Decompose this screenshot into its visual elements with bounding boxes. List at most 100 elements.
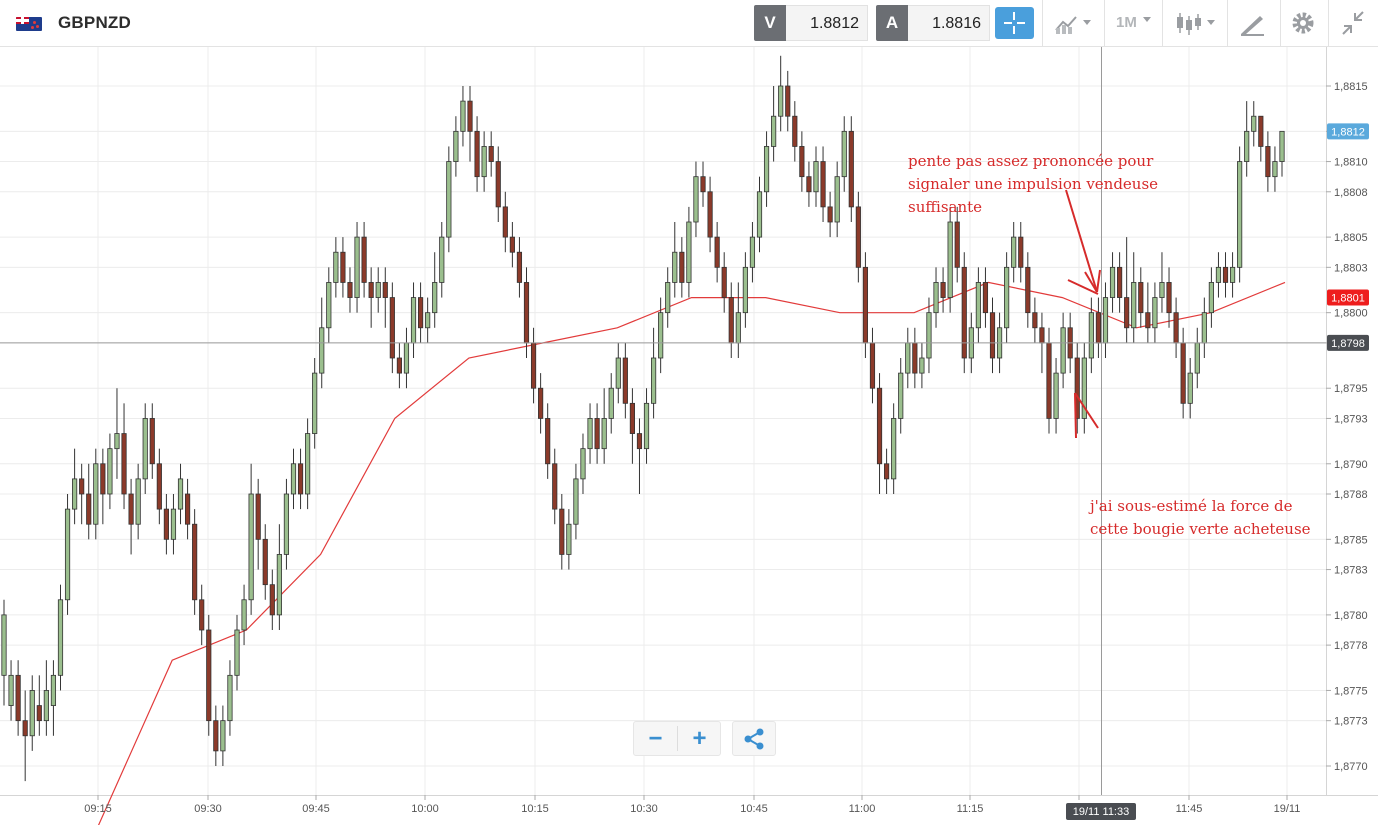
candle bbox=[587, 403, 593, 464]
candle bbox=[1, 599, 7, 706]
candle bbox=[1032, 297, 1038, 343]
candle bbox=[276, 524, 282, 630]
candle bbox=[672, 222, 678, 298]
zoom-out-button[interactable]: − bbox=[648, 725, 663, 752]
candle bbox=[149, 403, 155, 479]
candles-button[interactable] bbox=[1172, 8, 1220, 38]
x-tick-label: 19/11 bbox=[1274, 803, 1301, 815]
candle bbox=[975, 267, 981, 343]
y-tick-label: 1,8778 bbox=[1334, 640, 1368, 652]
y-tick-label: 1,8800 bbox=[1334, 308, 1368, 320]
candle bbox=[742, 252, 748, 328]
x-tick-label: 10:00 bbox=[411, 803, 439, 815]
candle bbox=[64, 494, 71, 615]
candle bbox=[608, 373, 614, 434]
annotation-slope-line-2: signaler une impulsion vendeuse bbox=[908, 175, 1159, 193]
price-chart[interactable]: 1,8815 1,8812 1,8810 1,8808 1,8805 1,8803 1,88… bbox=[0, 47, 1378, 825]
fullscreen-button[interactable] bbox=[1340, 8, 1368, 38]
zoom-in-button[interactable]: + bbox=[692, 725, 707, 752]
candle bbox=[1229, 252, 1236, 298]
candle bbox=[658, 297, 664, 374]
x-tick-label: 09:30 bbox=[194, 803, 222, 815]
candle bbox=[333, 237, 339, 298]
candle bbox=[460, 86, 466, 147]
annotation-candle: j'ai sous-estimé la force de cette bougi… bbox=[1090, 495, 1311, 541]
candle bbox=[368, 267, 374, 328]
candle bbox=[509, 222, 515, 268]
candle bbox=[1053, 358, 1059, 434]
sell-price[interactable]: 1.8812 bbox=[786, 5, 868, 41]
y-tick-label: 1,8815 bbox=[1334, 81, 1368, 93]
x-tick-label: 09:45 bbox=[302, 803, 330, 815]
candle bbox=[855, 191, 861, 283]
candle bbox=[1046, 327, 1052, 434]
candle bbox=[1244, 101, 1250, 177]
candle bbox=[1060, 312, 1066, 389]
candle bbox=[601, 388, 607, 464]
candle bbox=[213, 705, 219, 766]
candle bbox=[163, 494, 169, 555]
candle bbox=[1018, 222, 1024, 283]
candle bbox=[481, 131, 487, 192]
candle bbox=[834, 161, 840, 238]
candle bbox=[573, 463, 579, 540]
fullscreen-icon bbox=[1342, 11, 1364, 35]
candle bbox=[170, 494, 177, 555]
share-button[interactable] bbox=[732, 721, 776, 756]
candle bbox=[954, 206, 960, 283]
settings-button[interactable] bbox=[1290, 8, 1318, 38]
annotation-slope-line-1: pente pas assez prononcée pour bbox=[908, 152, 1154, 170]
candle bbox=[312, 358, 318, 449]
candle bbox=[848, 116, 854, 222]
y-tick-label: 1,8790 bbox=[1334, 459, 1368, 471]
indicators-button[interactable] bbox=[1053, 8, 1098, 38]
candle bbox=[1159, 252, 1165, 313]
candle bbox=[841, 116, 847, 192]
candle bbox=[884, 448, 890, 494]
y-tick-label: 1,8808 bbox=[1334, 187, 1368, 199]
svg-text:1,8812: 1,8812 bbox=[1331, 126, 1365, 138]
candle bbox=[933, 267, 939, 328]
candle bbox=[982, 267, 989, 328]
x-tick-label: 11:15 bbox=[957, 803, 984, 815]
candle bbox=[947, 206, 953, 313]
candle bbox=[721, 252, 727, 313]
candle bbox=[749, 222, 756, 283]
timeframe-button[interactable]: 1M bbox=[1116, 8, 1156, 38]
candle bbox=[100, 448, 106, 525]
candle bbox=[679, 237, 685, 298]
candle bbox=[305, 418, 311, 510]
candle bbox=[799, 131, 805, 192]
candle bbox=[1081, 342, 1087, 434]
sell-label[interactable]: V bbox=[754, 5, 786, 41]
drawing-button[interactable] bbox=[1238, 8, 1268, 38]
y-tick-label: 1,8770 bbox=[1334, 761, 1368, 773]
crosshair-button[interactable] bbox=[995, 7, 1034, 39]
buy-price-badge: 1,8812 bbox=[1327, 123, 1369, 140]
buy-label[interactable]: A bbox=[876, 5, 908, 41]
candle bbox=[1251, 101, 1257, 147]
crosshair-price-badge: 1,8798 bbox=[1327, 334, 1369, 351]
candle bbox=[114, 388, 120, 479]
y-tick-label: 1,8785 bbox=[1334, 534, 1368, 546]
annotation-slope: pente pas assez prononcée pour signaler … bbox=[908, 150, 1158, 219]
y-tick-label: 1,8773 bbox=[1334, 716, 1368, 728]
candle bbox=[206, 614, 212, 736]
candles-icon bbox=[1177, 13, 1215, 35]
gear-icon bbox=[1292, 12, 1314, 34]
y-tick-label: 1,8793 bbox=[1334, 413, 1368, 425]
candle bbox=[827, 191, 833, 238]
candle bbox=[891, 403, 897, 494]
buy-price[interactable]: 1.8816 bbox=[908, 5, 990, 41]
candle bbox=[665, 267, 671, 328]
candle bbox=[1222, 252, 1229, 298]
candle bbox=[8, 660, 14, 721]
candle bbox=[361, 222, 367, 298]
candle bbox=[425, 297, 431, 343]
candle bbox=[566, 509, 572, 570]
candle bbox=[1258, 115, 1264, 162]
candle bbox=[269, 569, 275, 630]
svg-text:1,8798: 1,8798 bbox=[1331, 338, 1365, 350]
candle bbox=[940, 267, 946, 313]
y-tick-label: 1,8803 bbox=[1334, 262, 1368, 274]
